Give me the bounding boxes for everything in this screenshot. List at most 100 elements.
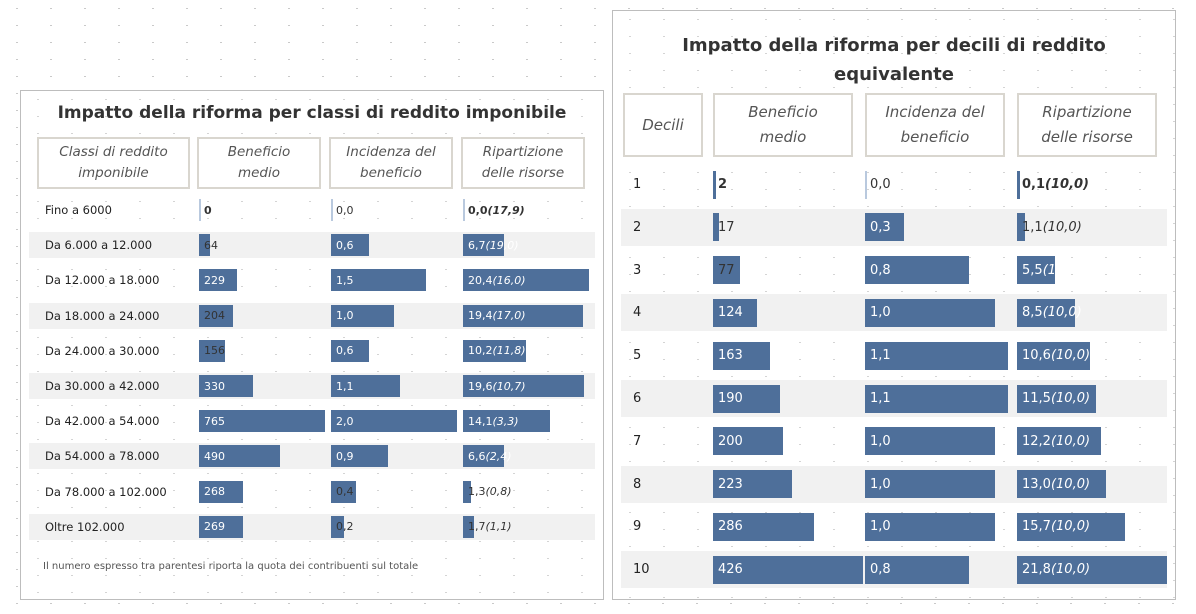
table-row: 6 190 1,1 11,5 (10,0) [621,380,1167,417]
data-label-beneficio: 426 [718,562,743,578]
bar-ripartizione [463,304,583,327]
bar-incidenza [331,375,401,397]
data-label-beneficio: 17 [718,219,735,235]
bar-ripartizione [1017,512,1126,541]
data-label-incidenza: 0,8 [870,262,891,278]
bar-ripartizione [1017,470,1107,499]
table-row: Oltre 102.000 269 0,2 1,7 (1,1) [29,513,595,540]
data-label-beneficio: 0 [204,203,212,217]
table-row: 7 200 1,0 12,2 (10,0) [621,423,1167,460]
quota-label: (3,3) [492,414,519,428]
bar-ripartizione [1017,298,1076,327]
bar-beneficio [199,269,237,292]
column-header-beneficio: Beneficio medio [713,93,853,157]
table-row: Da 18.000 a 24.000 204 1,0 19,4 (17,0) [29,302,595,329]
data-label-beneficio: 229 [204,273,225,287]
bar-incidenza [865,512,996,541]
data-label-beneficio: 269 [204,520,225,534]
quota-label: (19,0) [485,238,519,252]
data-label-incidenza: 0,3 [870,219,891,235]
table-row: Fino a 6000 0 0,0 0,0 (17,9) [29,197,595,223]
row-label: 4 [633,305,642,321]
data-label-beneficio: 64 [204,238,218,252]
data-label-ripartizione: 21,8 (10,0) [1022,562,1091,578]
bar-ripartizione [1017,256,1055,285]
data-label-ripartizione: 10,6 (10,0) [1022,348,1091,364]
row-label: Da 30.000 a 42.000 [45,379,160,393]
bar-beneficio [199,199,201,221]
row-label: 6 [633,391,642,406]
row-label: 3 [633,262,642,278]
bar-incidenza [331,480,357,503]
column-header-incidenza: Incidenza del beneficio [329,137,453,189]
bar-ripartizione [1017,213,1025,242]
bar-beneficio [199,445,280,468]
bar-beneficio [199,515,244,538]
bar-ripartizione [1017,384,1097,413]
row-label: 9 [633,519,642,535]
bar-ripartizione [463,234,505,257]
row-label: Fino a 6000 [45,203,112,217]
data-label-ripartizione: 0,1 (10,0) [1022,177,1089,192]
data-label-beneficio: 765 [204,414,225,428]
data-label-incidenza: 1,0 [870,433,891,449]
column-header-ripartizione: Ripartizione delle risorse [1017,93,1157,157]
bar-beneficio [199,339,225,362]
table-row: 9 286 1,0 15,7 (10,0) [621,508,1167,545]
data-label-beneficio: 268 [204,485,225,499]
table-row: 4 124 1,0 8,5 (10,0) [621,294,1167,332]
bar-incidenza [865,341,1009,370]
table-row: 3 77 0,8 5,5 (10,0) [621,252,1167,289]
quota-label: (10,0) [1050,519,1091,535]
bar-incidenza [331,339,369,362]
data-label-incidenza: 0,6 [336,238,354,252]
bar-incidenza [331,445,388,468]
data-label-ripartizione: 20,4 (16,0) [468,273,526,287]
data-label-incidenza: 1,0 [870,476,891,492]
quota-label: (10,0) [1050,433,1091,449]
bar-ripartizione [463,410,551,433]
quota-label: (16,0) [492,273,526,287]
row-label: Da 24.000 a 30.000 [45,343,160,358]
bar-ripartizione [463,515,474,538]
data-label-beneficio: 77 [718,262,735,278]
table-row: Da 12.000 a 18.000 229 1,5 20,4 (16,0) [29,267,595,293]
row-label: Da 18.000 a 24.000 [45,308,160,323]
table-row: 5 163 1,1 10,6 (10,0) [621,337,1167,374]
row-label: Da 42.000 a 54.000 [45,414,160,429]
data-label-incidenza: 1,0 [336,309,354,323]
data-label-beneficio: 156 [204,344,225,358]
row-label: 8 [633,476,642,492]
data-label-beneficio: 124 [718,305,743,321]
bar-beneficio [199,480,244,503]
quota-label: (17,0) [492,309,526,323]
row-label: Da 12.000 a 18.000 [45,273,160,288]
table-row: 2 17 0,3 1,1 (10,0) [621,208,1167,246]
data-label-ripartizione: 5,5 (10,0) [1022,262,1082,278]
bar-beneficio [713,170,716,199]
data-label-ripartizione: 11,5 (10,0) [1022,391,1091,406]
table-row: Da 78.000 a 102.000 268 0,4 1,3 (0,8) [29,479,595,505]
data-label-incidenza: 2,0 [336,414,354,428]
data-label-ripartizione: 10,2 (11,8) [468,344,526,358]
quota-label: (10,0) [1050,562,1091,578]
row-label: Oltre 102.000 [45,519,125,534]
data-label-ripartizione: 6,6 (2,4) [468,449,512,463]
bar-incidenza [331,199,333,221]
bar-beneficio [713,512,814,541]
data-label-incidenza: 1,0 [870,519,891,535]
column-header-incidenza: Incidenza del beneficio [865,93,1005,157]
data-label-incidenza: 0,2 [336,520,354,534]
bar-incidenza [865,170,867,199]
quota-label: (10,0) [1042,305,1082,321]
table-row: 8 223 1,0 13,0 (10,0) [621,465,1167,503]
bar-incidenza [865,256,970,285]
column-header-classi: Classi di reddito imponibile [37,137,190,189]
data-label-ripartizione: 6,7 (19,0) [468,238,519,252]
bar-beneficio [713,213,719,242]
column-header-beneficio: Beneficio medio [197,137,321,189]
data-label-beneficio: 204 [204,309,225,323]
data-label-ripartizione: 19,4 (17,0) [468,309,526,323]
quota-label: (10,0) [1042,262,1082,278]
table-row: Da 24.000 a 30.000 156 0,6 10,2 (11,8) [29,338,595,364]
